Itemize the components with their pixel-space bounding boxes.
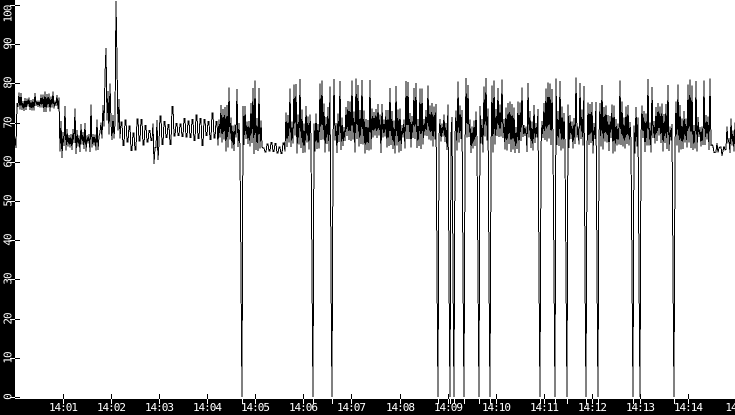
y-tick-label: 80 [1, 77, 15, 89]
x-tick-label: 14:05 [240, 401, 270, 414]
x-tick-label: 14:12 [577, 401, 607, 414]
minute-tick [496, 394, 497, 399]
y-tick [10, 279, 15, 280]
minute-tick [303, 394, 304, 399]
drop-mark [450, 399, 451, 404]
x-tick-label: 14:11 [529, 401, 559, 414]
minute-tick [400, 394, 401, 399]
minute-tick [255, 394, 256, 399]
minute-tick [400, 399, 401, 404]
y-tick [10, 397, 15, 398]
drop-mark [567, 399, 568, 404]
x-tick-label: 14:10 [481, 401, 511, 414]
y-tick-label: 10 [1, 352, 15, 364]
minute-tick [207, 394, 208, 399]
x-tick-label: 14:06 [288, 401, 318, 414]
minute-tick [351, 394, 352, 399]
x-tick-label: 14 [725, 401, 735, 414]
y-tick [10, 123, 15, 124]
drop-mark [674, 399, 675, 404]
drop-mark [313, 399, 314, 404]
y-tick [15, 397, 20, 398]
x-tick-label: 14:14 [673, 401, 703, 414]
y-tick-label: 0 [1, 394, 15, 400]
drop-mark [479, 399, 480, 404]
y-tick-label: 100 [1, 5, 15, 23]
y-tick [10, 162, 15, 163]
minute-tick [592, 394, 593, 399]
y-tick [10, 240, 15, 241]
y-tick [15, 123, 20, 124]
x-axis-strip [0, 399, 735, 415]
minute-tick [159, 394, 160, 399]
minute-tick [688, 399, 689, 404]
y-tick [15, 162, 20, 163]
waveform-line [14, 1, 735, 398]
y-tick-label: 90 [1, 38, 15, 50]
drop-mark [640, 399, 641, 404]
drop-mark [586, 399, 587, 404]
y-tick [15, 201, 20, 202]
y-tick [10, 83, 15, 84]
y-tick [15, 44, 20, 45]
minute-tick [448, 394, 449, 399]
x-tick-label: 14:01 [48, 401, 78, 414]
y-tick-label: 20 [1, 313, 15, 325]
x-tick-label: 14:04 [192, 401, 222, 414]
minute-tick [255, 399, 256, 404]
drop-mark [242, 399, 243, 404]
y-tick-label: 70 [1, 117, 15, 129]
minute-tick [63, 399, 64, 404]
minute-tick [351, 399, 352, 404]
y-axis-strip [0, 0, 15, 415]
drop-mark [454, 399, 455, 404]
minute-tick [63, 394, 64, 399]
x-tick-label: 14:09 [433, 401, 463, 414]
y-tick [10, 319, 15, 320]
y-tick-label: 40 [1, 234, 15, 246]
x-tick-label: 14:03 [144, 401, 174, 414]
drop-mark [490, 399, 491, 404]
minute-tick [592, 399, 593, 404]
y-tick [15, 5, 20, 6]
minute-tick [544, 394, 545, 399]
y-tick-label: 30 [1, 273, 15, 285]
minute-tick [448, 399, 449, 404]
drop-mark [438, 399, 439, 404]
minute-tick [544, 399, 545, 404]
minute-tick [111, 394, 112, 399]
drop-mark [332, 399, 333, 404]
y-tick [15, 240, 20, 241]
y-tick-label: 50 [1, 195, 15, 207]
drop-mark [540, 399, 541, 404]
y-tick [15, 83, 20, 84]
x-tick-label: 14:13 [625, 401, 655, 414]
minute-tick [496, 399, 497, 404]
x-tick-label: 14:07 [336, 401, 366, 414]
y-tick [10, 44, 15, 45]
x-tick-label: 14:02 [96, 401, 126, 414]
y-tick [10, 5, 15, 6]
drop-mark [555, 399, 556, 404]
y-tick-label: 60 [1, 156, 15, 168]
y-tick [15, 319, 20, 320]
y-tick [10, 358, 15, 359]
minute-tick [688, 394, 689, 399]
drop-mark [633, 399, 634, 404]
drop-mark [598, 399, 599, 404]
y-tick [15, 358, 20, 359]
minute-tick [303, 399, 304, 404]
y-tick [15, 279, 20, 280]
minute-tick [640, 394, 641, 399]
drop-mark [464, 399, 465, 404]
minute-tick [207, 399, 208, 404]
x-tick-label: 14:08 [385, 401, 415, 414]
minute-tick [159, 399, 160, 404]
y-tick [10, 201, 15, 202]
minute-tick [111, 399, 112, 404]
